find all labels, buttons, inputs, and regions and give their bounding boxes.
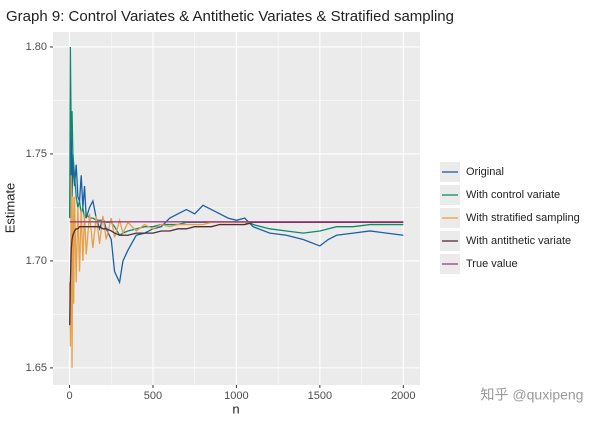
- y-axis-title: Estimate: [2, 183, 17, 234]
- legend-label: With antithetic variate: [466, 235, 571, 247]
- y-tick-label: 1.80: [26, 41, 47, 53]
- legend-label: With control variate: [466, 189, 560, 201]
- chart-title: Graph 9: Control Variates & Antithetic V…: [6, 8, 454, 25]
- x-tick-label: 500: [144, 390, 162, 402]
- x-tick-label: 1000: [224, 390, 248, 402]
- legend-label: Original: [466, 166, 504, 178]
- y-tick-label: 1.70: [26, 255, 47, 267]
- series-line: [69, 46, 404, 237]
- legend-label: With stratified sampling: [466, 212, 580, 224]
- x-tick-label: 2000: [391, 390, 415, 402]
- y-tick-label: 1.75: [26, 148, 47, 160]
- x-tick-label: 0: [66, 390, 72, 402]
- legend-label: True value: [466, 258, 518, 270]
- series-line: [69, 132, 404, 285]
- watermark: 知乎 @quxipeng: [481, 387, 584, 403]
- x-axis-title: n: [232, 401, 239, 416]
- y-tick-label: 1.65: [26, 362, 47, 374]
- x-tick-label: 1500: [308, 390, 332, 402]
